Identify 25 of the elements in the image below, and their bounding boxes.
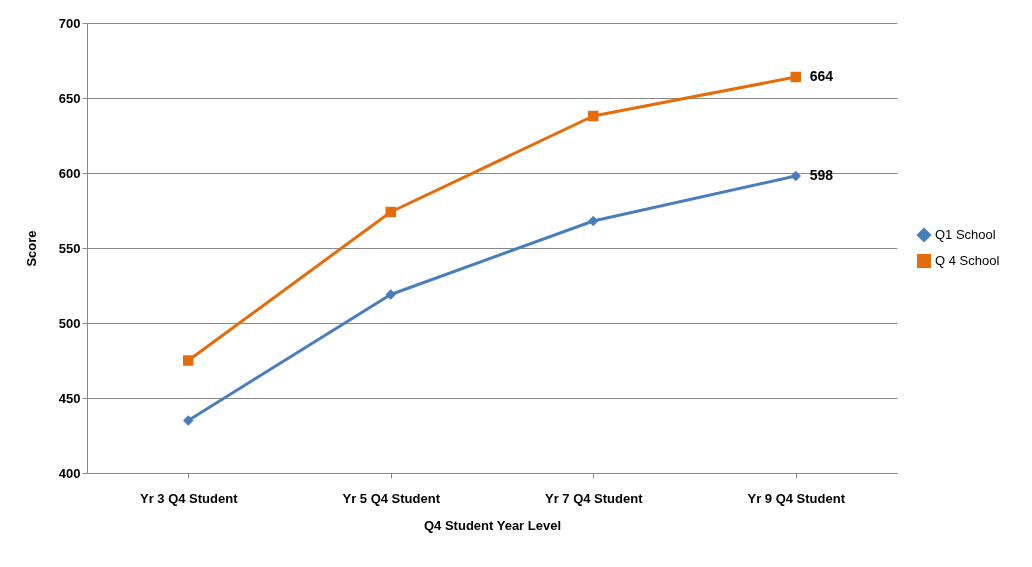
point: [790, 71, 801, 83]
x-tick-label: Yr 7 Q4 Student: [544, 490, 644, 506]
y-tick-label: 550: [58, 240, 81, 256]
y-tick-label: 700: [58, 15, 81, 31]
point: [385, 289, 396, 300]
point: [385, 206, 396, 218]
x-tick-label: Yr 5 Q4 Student: [342, 490, 441, 506]
point: [588, 215, 599, 227]
y-tick-label: 500: [58, 315, 81, 331]
y-tick-label: 450: [58, 390, 81, 406]
y-axis-title: Score: [23, 230, 39, 267]
legend-label: Q1 School: [935, 227, 996, 242]
point: [183, 415, 194, 426]
x-tick-label: Yr 9 Q4 Student: [747, 490, 846, 506]
y-tick-label: 650: [58, 90, 81, 106]
data-label: 664: [809, 68, 834, 84]
y-tick-label: 400: [58, 465, 81, 481]
point: [588, 110, 599, 122]
data-label: 598: [809, 167, 834, 183]
x-tick-label: Yr 3 Q4 Student: [139, 490, 239, 506]
point: [183, 355, 194, 366]
x-axis-title: Q4 Student Year Level: [423, 517, 562, 533]
y-tick-label: 600: [58, 165, 81, 181]
legend-label: Q 4 School: [935, 253, 1000, 268]
point: [790, 170, 801, 182]
